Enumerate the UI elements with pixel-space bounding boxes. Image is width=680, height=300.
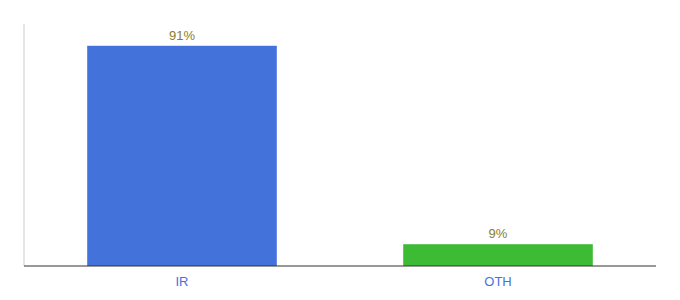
bar	[87, 46, 277, 266]
x-tick-label: IR	[176, 274, 189, 289]
y-axis-line	[24, 24, 25, 266]
chart-svg: IR OTH 91% 9%	[0, 0, 680, 300]
bar	[403, 244, 593, 266]
x-axis-line	[24, 265, 656, 266]
bars	[87, 46, 593, 266]
chart-container: IR OTH 91% 9%	[0, 0, 680, 300]
x-tick-label: OTH	[484, 274, 511, 289]
data-label: 9%	[489, 226, 508, 241]
data-label: 91%	[169, 28, 195, 43]
